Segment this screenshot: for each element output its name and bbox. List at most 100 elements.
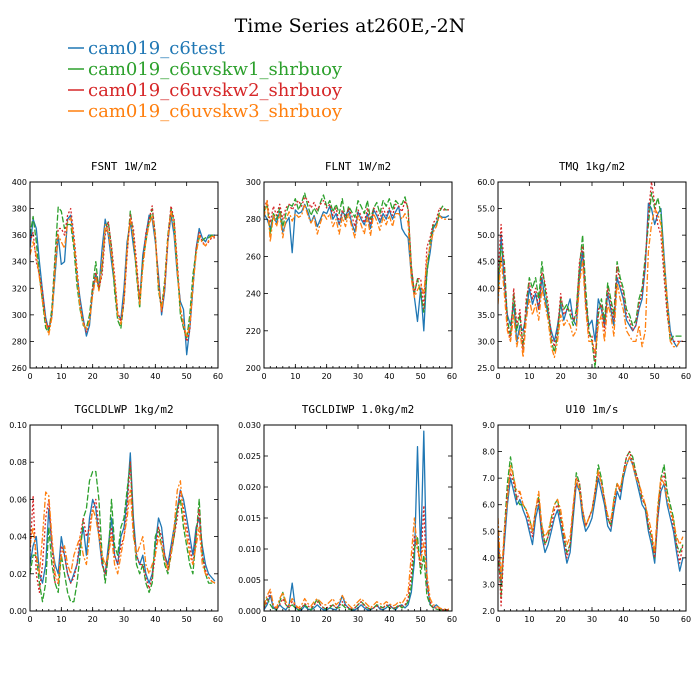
series-line-0 — [498, 202, 683, 348]
series-line-2 — [30, 461, 216, 594]
y-tick-label: 50.0 — [477, 231, 495, 240]
series-line-1 — [264, 192, 449, 313]
series-line-1 — [264, 535, 449, 611]
y-tick-label: 0.000 — [238, 607, 261, 616]
y-tick-label: 400 — [12, 178, 27, 187]
panels: FSNT 1W/m20 10 20 30 40 50 6026028030032034036… — [9, 160, 691, 624]
x-tick-label: 40 — [618, 372, 628, 381]
x-tick-label: 10 — [290, 372, 300, 381]
y-tick-label: 7.0 — [482, 474, 495, 483]
y-tick-label: 220 — [246, 327, 261, 336]
y-tick-label: 0.10 — [9, 421, 27, 430]
x-tick-label: 30 — [353, 615, 363, 624]
y-tick-label: 0.010 — [238, 545, 261, 554]
x-tick-label: 50 — [182, 615, 192, 624]
series-line-0 — [264, 430, 449, 611]
y-tick-label: 30.0 — [477, 337, 495, 346]
series-line-3 — [30, 210, 215, 339]
series-line-3 — [30, 480, 216, 584]
series-line-3 — [498, 207, 683, 359]
y-tick-label: 55.0 — [477, 205, 495, 214]
x-tick-label: 30 — [119, 372, 129, 381]
series-line-3 — [498, 456, 684, 580]
figure-title: Time Series at260E,-2N — [235, 15, 466, 37]
x-tick-label: 50 — [416, 372, 426, 381]
x-tick-label: 10 — [56, 372, 66, 381]
x-tick-label: 0 — [261, 615, 266, 624]
x-tick-label: 50 — [416, 615, 426, 624]
y-tick-label: 25.0 — [477, 364, 495, 373]
legend: cam019_c6test cam019_c6uvskw1_shrbuoy ca… — [68, 38, 343, 122]
x-tick-label: 60 — [213, 615, 223, 624]
x-tick-label: 40 — [150, 372, 160, 381]
x-tick-label: 30 — [353, 372, 363, 381]
y-tick-label: 60.0 — [477, 178, 495, 187]
x-tick-label: 10 — [290, 615, 300, 624]
y-tick-label: 0.005 — [238, 576, 261, 585]
x-tick-label: 60 — [213, 372, 223, 381]
y-tick-label: 35.0 — [477, 311, 495, 320]
y-tick-label: 300 — [12, 311, 27, 320]
chart-panel-0: FSNT 1W/m2 0 10 20 30 40 50 60 260 280 300 320 340 36… — [12, 160, 223, 381]
series-line-0 — [498, 456, 684, 586]
y-tick-label: 340 — [12, 258, 27, 267]
y-tick-label: 0.025 — [238, 452, 261, 461]
chart-panel-5: U10 1m/s 0 10 20 30 40 50 60 2.0 3.0 4.0 5.0 6.0 7.0 8… — [482, 403, 691, 624]
series-group — [264, 430, 449, 611]
x-tick-label: 20 — [88, 372, 98, 381]
x-tick-label: 20 — [322, 372, 332, 381]
legend-label-1: cam019_c6uvskw1_shrbuoy — [88, 59, 343, 80]
x-tick-label: 50 — [182, 372, 192, 381]
series-line-1 — [498, 191, 683, 368]
x-tick-label: 30 — [587, 372, 597, 381]
y-tick-label: 45.0 — [477, 258, 495, 267]
y-tick-label: 0.020 — [238, 483, 261, 492]
chart-panel-3: TGCLDLWP 1kg/m2 0 10 20 30 40 50 60 0.00 0.02 0.04… — [9, 403, 223, 624]
y-tick-label: 240 — [246, 290, 261, 299]
x-tick-label: 30 — [587, 615, 597, 624]
series-group — [498, 450, 684, 607]
x-tick-label: 60 — [447, 615, 457, 624]
panel-title: FSNT 1W/m2 — [91, 160, 157, 173]
y-tick-label: 0.04 — [9, 533, 27, 542]
x-tick-label: 10 — [524, 615, 534, 624]
y-tick-label: 2.0 — [482, 607, 495, 616]
series-group — [498, 182, 683, 368]
x-tick-label: 0 — [495, 372, 500, 381]
y-tick-label: 0.06 — [9, 495, 27, 504]
y-tick-label: 0.00 — [9, 607, 27, 616]
y-tick-label: 6.0 — [482, 501, 495, 510]
y-tick-label: 260 — [246, 252, 261, 261]
series-line-3 — [264, 517, 449, 610]
chart-panel-4: TGCLDIWP 1.0kg/m2 0 10 20 30 40 50 60 0.000 0.005… — [238, 403, 457, 624]
y-tick-label: 200 — [246, 364, 261, 373]
x-tick-label: 0 — [27, 372, 32, 381]
panel-title: TGCLDIWP 1.0kg/m2 — [302, 403, 415, 416]
y-tick-label: 0.015 — [238, 514, 261, 523]
series-group — [30, 205, 215, 356]
x-tick-label: 30 — [119, 615, 129, 624]
chart-panel-1: FLNT 1W/m2 0 10 20 30 40 50 60 200 220 240 260 280 30… — [246, 160, 457, 381]
series-line-0 — [30, 452, 216, 584]
series-line-2 — [498, 450, 684, 607]
y-tick-label: 8.0 — [482, 448, 495, 457]
legend-label-2: cam019_c6uvskw2_shrbuoy — [88, 80, 343, 101]
y-tick-label: 3.0 — [482, 580, 495, 589]
x-tick-label: 50 — [650, 372, 660, 381]
x-tick-label: 0 — [261, 372, 266, 381]
y-tick-label: 320 — [12, 284, 27, 293]
panel-title: TGCLDLWP 1kg/m2 — [74, 403, 173, 416]
series-line-1 — [30, 461, 215, 603]
panel-title: FLNT 1W/m2 — [325, 160, 391, 173]
y-tick-label: 280 — [12, 337, 27, 346]
series-group — [30, 452, 216, 603]
y-tick-label: 260 — [12, 364, 27, 373]
x-tick-label: 20 — [88, 615, 98, 624]
y-tick-label: 40.0 — [477, 284, 495, 293]
panel-title: TMQ 1kg/m2 — [559, 160, 625, 173]
y-tick-label: 380 — [12, 205, 27, 214]
x-tick-label: 60 — [681, 615, 691, 624]
y-tick-label: 0.030 — [238, 421, 261, 430]
x-tick-label: 20 — [556, 372, 566, 381]
